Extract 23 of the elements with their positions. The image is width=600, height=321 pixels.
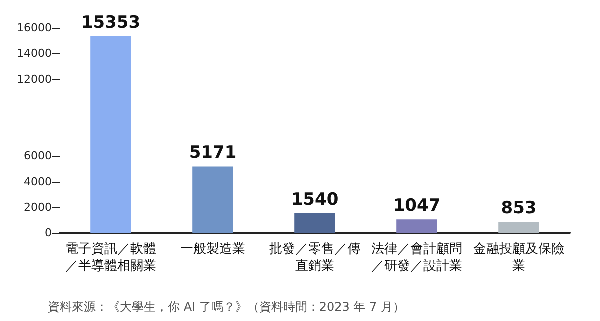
data-label: 853 [501, 198, 537, 219]
data-label: 15353 [81, 12, 141, 33]
x-tick-label: 金融投顧及保險業 [474, 242, 564, 274]
source-note: 資料來源：《大學生，你 AI 了嗎？》（資料時間：2023 年 7 月） [48, 300, 405, 314]
x-tick-label: 一般製造業 [180, 242, 246, 257]
x-tick-label: 電子資訊／軟體／半導體相關業 [66, 242, 156, 274]
data-label: 5171 [189, 143, 237, 164]
y-tick-label: 2000 [24, 200, 52, 214]
x-tick-label: 法律／會計顧問／研發／設計業 [372, 242, 462, 274]
y-tick-label: 14000 [17, 47, 52, 60]
y-tick-label: 6000 [24, 150, 52, 163]
y-tick-label: 0 [45, 226, 52, 240]
y-tick-label: 12000 [17, 72, 52, 86]
data-label: 1540 [291, 190, 339, 210]
bar [90, 36, 132, 233]
bar [498, 222, 540, 233]
bar [294, 213, 336, 233]
y-tick-label: 4000 [24, 175, 52, 188]
bar [192, 166, 234, 233]
y-tick-label: 16000 [17, 22, 52, 34]
bar [396, 220, 438, 233]
x-tick-label: 批發／零售／傳直銷業 [270, 242, 360, 274]
data-label: 1047 [393, 196, 441, 216]
